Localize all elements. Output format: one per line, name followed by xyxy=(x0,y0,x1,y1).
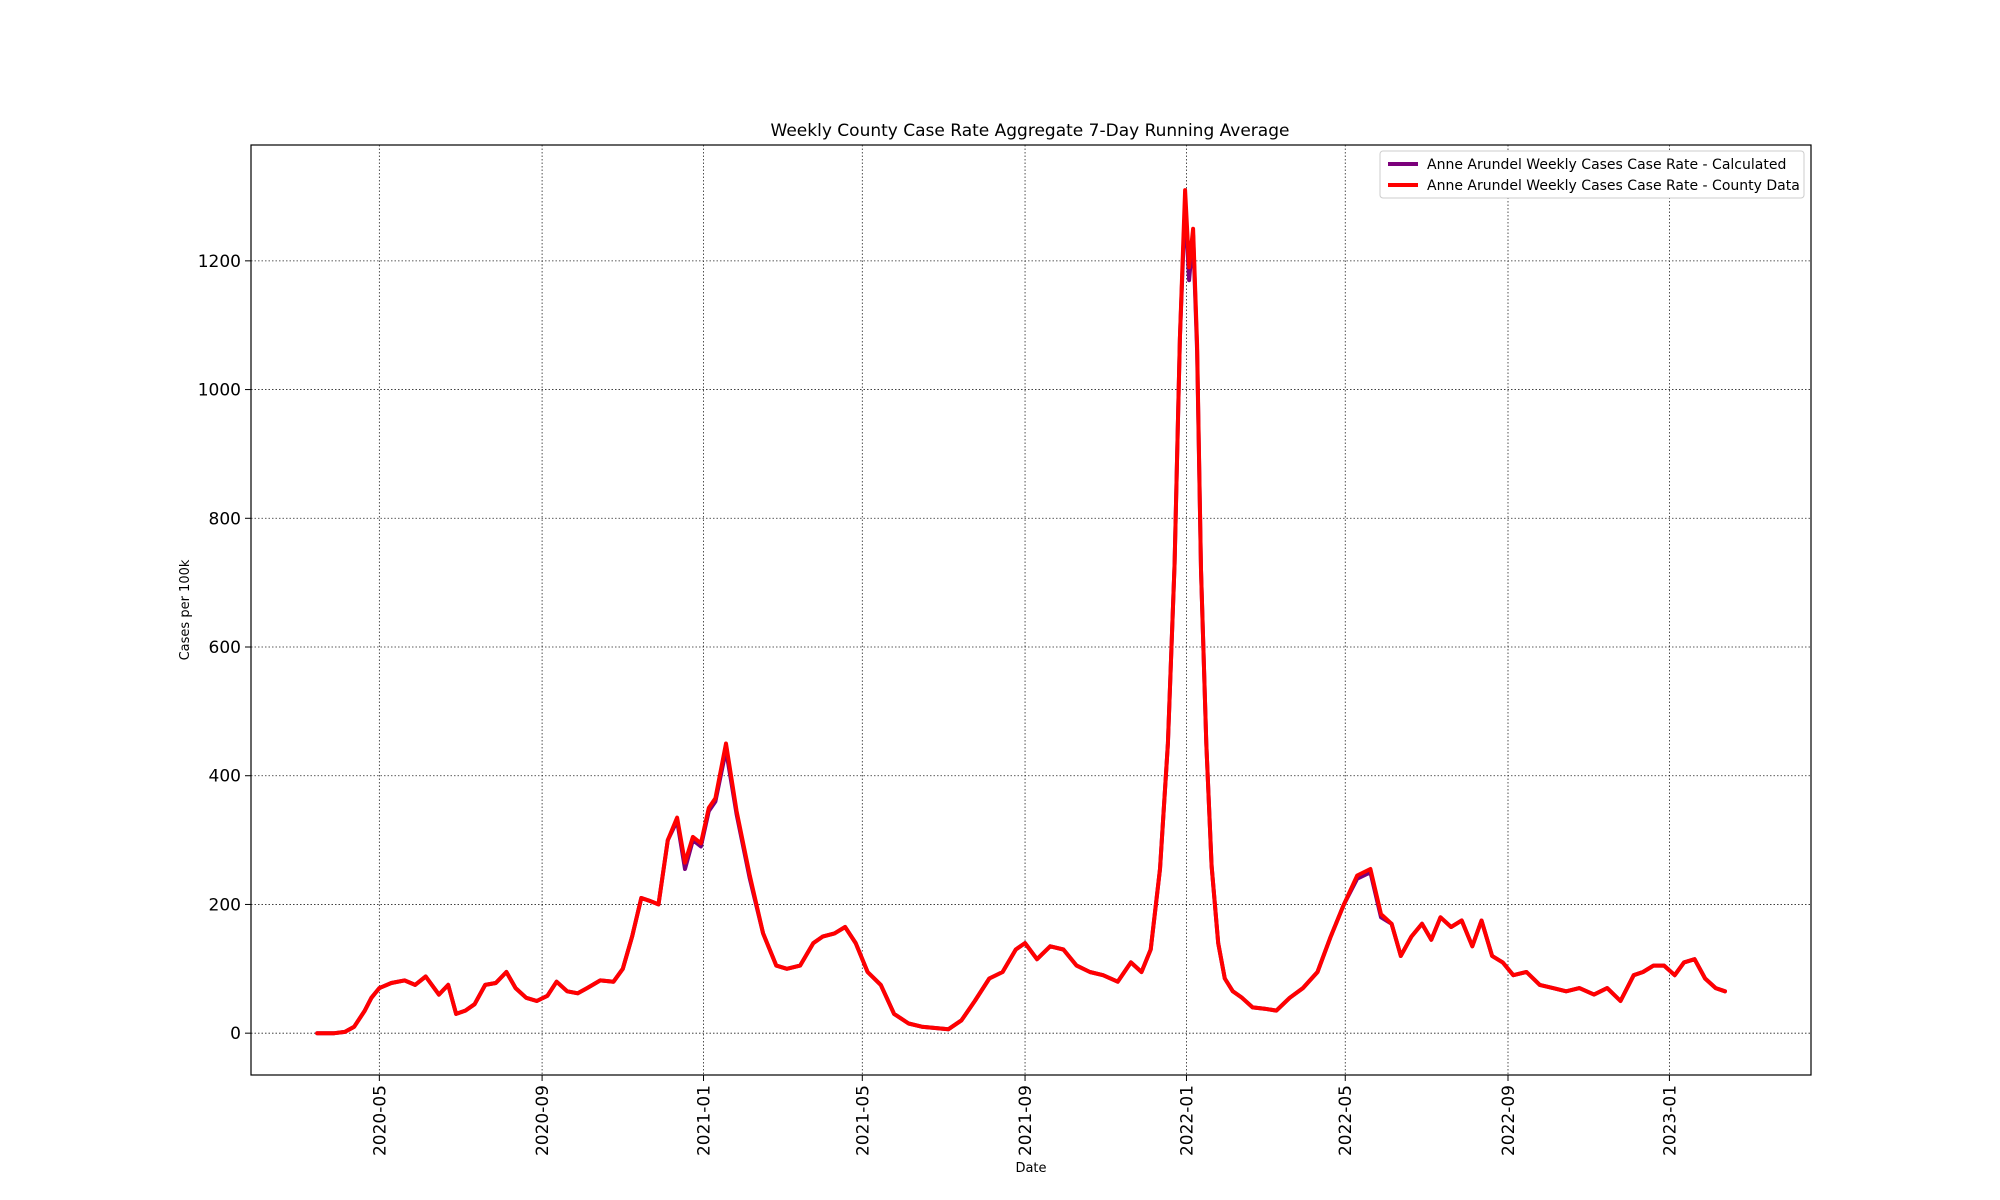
x-tick-label: 2021-01 xyxy=(695,1085,715,1156)
y-axis-label: Cases per 100k xyxy=(178,559,193,660)
legend: Anne Arundel Weekly Cases Case Rate - Ca… xyxy=(1379,150,1805,199)
y-tick-label: 1000 xyxy=(198,381,241,401)
y-tick-label: 1200 xyxy=(198,252,241,272)
y-axis: 0 200 400 600 800 1000 1200 xyxy=(198,252,251,1044)
y-tick-label: 200 xyxy=(209,895,241,915)
chart-title: Weekly County Case Rate Aggregate 7-Day … xyxy=(771,121,1290,141)
x-tick-label: 2023-01 xyxy=(1660,1085,1680,1156)
y-tick-label: 400 xyxy=(209,767,241,787)
y-tick-label: 0 xyxy=(230,1024,241,1044)
grid-layer xyxy=(251,145,1811,1075)
x-axis-label: Date xyxy=(1015,1161,1046,1176)
y-tick-label: 800 xyxy=(209,509,241,529)
x-tick-label: 2020-05 xyxy=(370,1085,390,1156)
legend-label-calculated: Anne Arundel Weekly Cases Case Rate - Ca… xyxy=(1427,157,1786,173)
x-tick-label: 2022-09 xyxy=(1499,1085,1519,1156)
legend-label-county-data: Anne Arundel Weekly Cases Case Rate - Co… xyxy=(1427,178,1800,194)
legend-box xyxy=(1379,150,1805,199)
x-tick-label: 2022-01 xyxy=(1177,1085,1197,1156)
x-tick-label: 2022-05 xyxy=(1336,1085,1356,1156)
series-line-county-data xyxy=(315,188,1727,1036)
x-tick-label: 2021-05 xyxy=(853,1085,873,1156)
series-layer xyxy=(315,188,1727,1036)
plot-frame xyxy=(250,144,1812,1076)
x-axis: 2020-05 2020-09 2021-01 2021-05 2021-09 2022-… xyxy=(370,1075,1680,1156)
y-tick-label: 600 xyxy=(209,638,241,658)
x-tick-label: 2021-09 xyxy=(1016,1085,1036,1156)
x-tick-label: 2020-09 xyxy=(533,1085,553,1156)
